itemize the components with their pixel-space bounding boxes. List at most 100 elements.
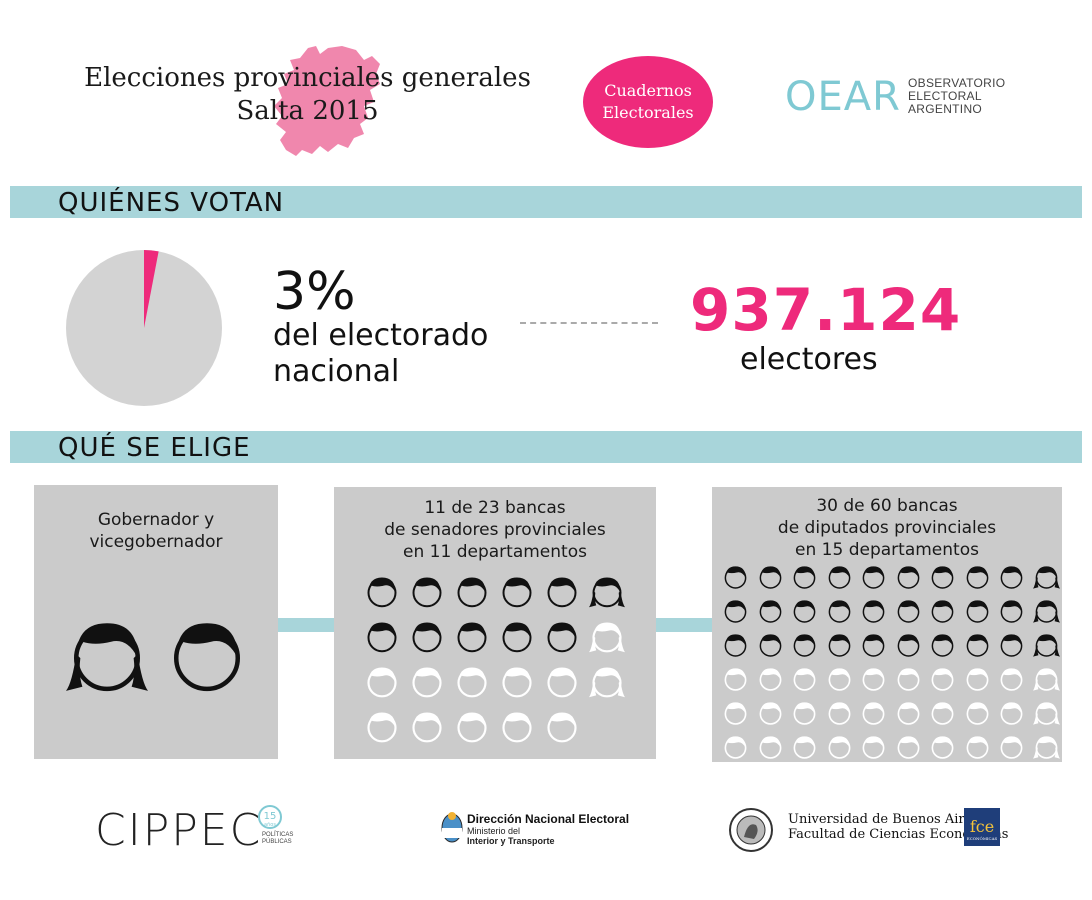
person-face-icon-elected bbox=[897, 600, 919, 623]
connector-2 bbox=[656, 618, 712, 632]
box-diputados: 30 de 60 bancas de diputados provinciale… bbox=[712, 487, 1062, 762]
person-face-icon-empty bbox=[931, 702, 954, 725]
person-face-icon-empty bbox=[966, 702, 988, 725]
electorate-pie-chart bbox=[66, 250, 222, 406]
uba-seal-icon bbox=[729, 808, 773, 852]
person-face-icon-empty bbox=[793, 668, 816, 691]
person-face-icon-empty bbox=[1032, 668, 1060, 691]
title-line-2: Salta 2015 bbox=[236, 96, 379, 126]
oear-logo-text: OEAR bbox=[785, 74, 901, 116]
person-face-icon-empty bbox=[862, 736, 885, 759]
box-gobernador-line-2: vicegobernador bbox=[89, 532, 223, 552]
oear-line-3: ARGENTINO bbox=[908, 102, 983, 116]
person-face-icon-empty bbox=[724, 702, 747, 725]
percent-value: 3% bbox=[273, 262, 356, 322]
person-face-icon-elected bbox=[1000, 634, 1023, 657]
person-face-icon-elected bbox=[1032, 600, 1060, 623]
person-face-icon-empty bbox=[931, 736, 954, 759]
person-face-icon-empty bbox=[793, 736, 816, 759]
person-face-icon-elected bbox=[828, 600, 850, 623]
person-face-icon-elected bbox=[793, 566, 816, 589]
uba-logo-text: Universidad de Buenos Aires Facultad de … bbox=[788, 812, 1008, 842]
person-face-icon-empty bbox=[589, 667, 625, 698]
person-face-icon-empty bbox=[457, 667, 487, 698]
person-face-icon-elected bbox=[502, 577, 532, 608]
person-face-icon-empty bbox=[862, 702, 885, 725]
badge-line-1: Cuadernos bbox=[604, 81, 692, 100]
salta-map-icon bbox=[274, 46, 380, 156]
person-face-icon-elected bbox=[931, 566, 954, 589]
argentina-shield-icon bbox=[441, 812, 463, 843]
person-face-icon-elected bbox=[547, 577, 577, 608]
person-face-icon-empty bbox=[412, 667, 442, 698]
person-face-icon-empty bbox=[828, 736, 850, 759]
box-gobernador-line-1: Gobernador y bbox=[97, 510, 215, 530]
person-face-icon-elected bbox=[759, 634, 781, 657]
person-face-icon-empty bbox=[897, 668, 919, 691]
person-face-icon-empty bbox=[966, 668, 988, 691]
person-face-icon-elected bbox=[793, 634, 816, 657]
person-face-icon-empty bbox=[931, 668, 954, 691]
person-face-icon-empty bbox=[457, 712, 487, 743]
box-diputados-title: 30 de 60 bancas de diputados provinciale… bbox=[712, 495, 1062, 561]
senadores-faces bbox=[364, 573, 625, 744]
box-diputados-line-3: en 15 departamentos bbox=[795, 540, 979, 560]
fce-logo: fce ECONÓMICAS bbox=[964, 808, 1000, 846]
person-face-icon-elected bbox=[367, 622, 397, 653]
person-face-icon-elected bbox=[1000, 600, 1023, 623]
oear-line-1: OBSERVATORIO bbox=[908, 76, 1006, 90]
person-face-icon-elected bbox=[828, 634, 850, 657]
cippec-logo: CIPPEC bbox=[95, 805, 263, 856]
section-label-que: QUÉ SE ELIGE bbox=[58, 433, 251, 463]
person-face-icon-elected bbox=[793, 600, 816, 623]
person-face-icon-elected bbox=[862, 566, 885, 589]
box-senadores-line-3: en 11 departamentos bbox=[403, 542, 587, 562]
box-senadores-line-2: de senadores provinciales bbox=[384, 520, 606, 540]
fce-logo-sub: ECONÓMICAS bbox=[966, 836, 998, 841]
person-face-icon-elected bbox=[724, 600, 747, 623]
percent-desc-line-2: nacional bbox=[273, 354, 400, 389]
title-line-1: Elecciones provinciales generales bbox=[84, 63, 531, 93]
cippec-badge-number: 15 bbox=[264, 811, 277, 822]
dne-logo: Dirección Nacional Electoral Ministerio … bbox=[467, 812, 629, 846]
person-face-icon-empty bbox=[547, 712, 577, 743]
dne-sub-line-2: Interior y Transporte bbox=[467, 836, 555, 846]
person-face-icon-elected bbox=[724, 634, 747, 657]
person-face-icon-empty bbox=[1000, 702, 1023, 725]
person-face-icon-elected bbox=[412, 622, 442, 653]
percent-desc-line-1: del electorado bbox=[273, 318, 489, 353]
person-face-icon-elected bbox=[367, 577, 397, 608]
section-bar-quienes bbox=[10, 186, 1082, 218]
person-face-icon-empty bbox=[1032, 736, 1060, 759]
cippec-badge-sub: años bbox=[264, 822, 276, 828]
person-face-icon-elected bbox=[457, 622, 487, 653]
person-face-icon-empty bbox=[828, 668, 850, 691]
box-gobernador: Gobernador y vicegobernador bbox=[34, 485, 278, 759]
gobernador-faces bbox=[66, 613, 248, 695]
person-face-icon-empty bbox=[793, 702, 816, 725]
person-face-icon-elected bbox=[1000, 566, 1023, 589]
person-face-icon-empty bbox=[412, 712, 442, 743]
fce-logo-text: fce bbox=[969, 817, 995, 836]
person-face-icon-empty bbox=[897, 702, 919, 725]
person-face-icon-elected bbox=[1032, 566, 1060, 589]
person-face-icon-elected bbox=[502, 622, 532, 653]
uba-line-1: Universidad de Buenos Aires bbox=[788, 812, 979, 827]
person-face-icon-empty bbox=[759, 702, 781, 725]
person-face-icon-empty bbox=[1000, 668, 1023, 691]
badge-line-2: Electorales bbox=[602, 103, 694, 122]
person-face-icon-elected bbox=[457, 577, 487, 608]
person-face-icon-elected bbox=[173, 623, 241, 692]
person-face-icon-empty bbox=[502, 712, 532, 743]
person-face-icon-empty bbox=[547, 667, 577, 698]
box-diputados-line-1: 30 de 60 bancas bbox=[816, 496, 958, 516]
person-face-icon-elected bbox=[412, 577, 442, 608]
person-face-icon-elected bbox=[897, 634, 919, 657]
connector-1 bbox=[278, 618, 334, 632]
cippec-sub-line-1: POLÍTICAS bbox=[262, 832, 294, 838]
person-face-icon-elected bbox=[966, 566, 988, 589]
oear-logo: OEAR bbox=[785, 74, 901, 116]
person-face-icon-elected bbox=[759, 566, 781, 589]
dashed-divider bbox=[520, 322, 658, 324]
person-face-icon-elected bbox=[1032, 634, 1060, 657]
